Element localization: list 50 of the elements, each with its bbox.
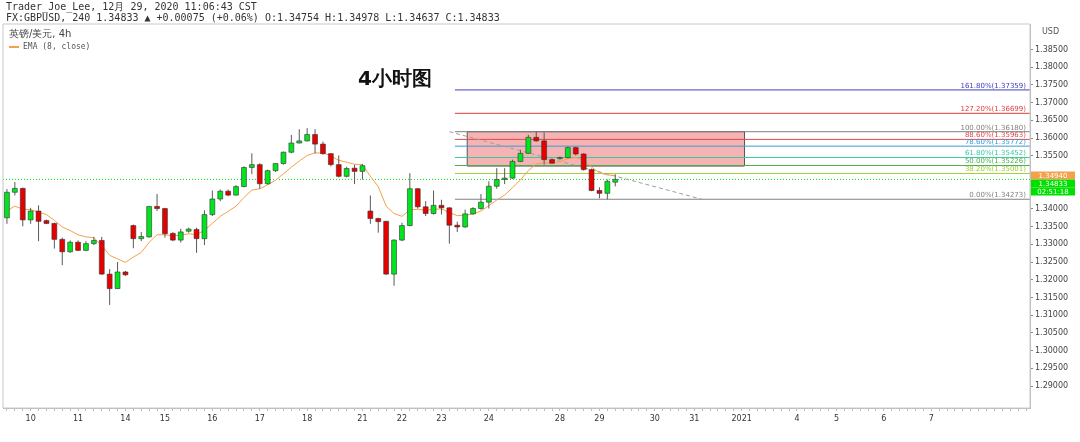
- candlestick: [557, 155, 563, 161]
- y-tick-label: 1.36000: [1035, 133, 1069, 143]
- y-tick-label: 1.29500: [1035, 363, 1069, 373]
- candlestick: [12, 181, 18, 196]
- legend-label: EMA (8, close): [23, 42, 91, 52]
- x-tick-label: 21: [357, 413, 368, 423]
- candlestick: [91, 236, 97, 246]
- y-tick-label: 1.31500: [1035, 292, 1069, 302]
- candlestick: [154, 193, 160, 212]
- y-tick-label: 1.32500: [1035, 257, 1069, 267]
- candlestick: [312, 128, 318, 154]
- y-tick-label: 1.38000: [1035, 62, 1069, 72]
- y-tick-label: 1.29000: [1035, 381, 1069, 391]
- y-tick-label: 1.37500: [1035, 80, 1069, 90]
- text: Trader_Joe_Lee, 12月 29, 2020 11:06:43 CST: [6, 0, 257, 13]
- y-tick-label: 1.30000: [1035, 345, 1069, 355]
- y-axis-title: USD: [1042, 27, 1060, 37]
- x-tick-label: 15: [159, 413, 171, 423]
- x-tick-label: 16: [207, 413, 218, 423]
- text: 4小时图: [358, 66, 432, 91]
- x-tick-label: 11: [72, 413, 84, 423]
- candlestick: [249, 152, 255, 175]
- text: FX:GBPUSD, 240 1.34833 ▲ +0.00075 (+0.06%) O:1.34754 H:1.34978 L:1.34637 C:1.34833: [6, 11, 500, 23]
- x-tick-label: 5: [833, 413, 839, 423]
- y-tick-label: 1.33500: [1035, 221, 1069, 231]
- y-tick-label: 1.35500: [1035, 150, 1069, 160]
- x-tick-label: 29: [594, 413, 605, 423]
- x-tick-label: 24: [483, 413, 494, 423]
- x-tick-label: 6: [881, 413, 887, 423]
- x-tick-label: 14: [120, 413, 131, 423]
- y-tick-label: 1.33000: [1035, 239, 1069, 249]
- y-tick-label: 1.34000: [1035, 203, 1069, 213]
- x-tick-label: 18: [302, 413, 313, 423]
- y-tick-label: 1.38500: [1035, 44, 1069, 54]
- x-tick-label: 28: [554, 413, 566, 423]
- y-tick-label: 1.37000: [1035, 97, 1069, 107]
- y-tick-label: 1.32000: [1035, 274, 1069, 284]
- x-tick-label: 31: [689, 413, 700, 423]
- y-tick-label: 1.30500: [1035, 327, 1069, 337]
- x-tick-label: 4: [794, 413, 800, 423]
- x-tick-label: 30: [649, 413, 660, 423]
- x-tick-label: 23: [436, 413, 447, 423]
- x-tick-label: 22: [396, 413, 408, 423]
- y-tick-label: 1.31000: [1035, 310, 1069, 320]
- x-tick-label: 10: [25, 413, 36, 423]
- x-tick-label: 17: [254, 413, 265, 423]
- chart-subtitle: 英镑/美元, 4h: [9, 27, 72, 39]
- x-tick-label: 7: [928, 413, 934, 423]
- x-tick-label: 2021: [731, 413, 752, 423]
- y-tick-label: 1.36500: [1035, 115, 1069, 125]
